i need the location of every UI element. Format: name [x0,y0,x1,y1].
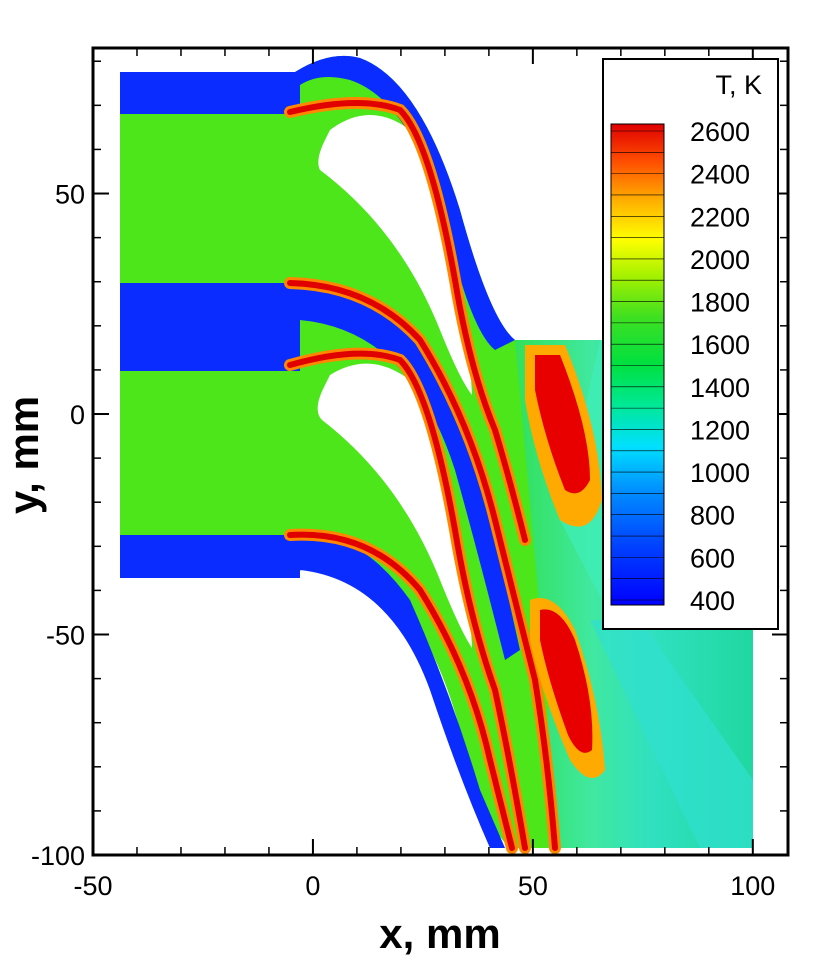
flame-sheet [287,99,528,543]
outlet-stripe [590,620,753,848]
colorbar [610,123,665,606]
x-tick-label: 0 [305,871,320,901]
colorbar-label: 2200 [690,202,750,232]
cold-layer [300,534,505,848]
colorbar-labels: 2600 2400 2200 2000 1800 1600 1400 1200 1000 800 6… [611,117,750,616]
colorbar-label: 2000 [690,245,750,275]
y-axis: 50 0 -50 -100 [31,60,788,871]
colorbar-label: 2600 [690,117,750,147]
flame-sheet [287,531,515,851]
colorbar-label: 2400 [690,160,750,190]
colorbar-label: 1800 [690,288,750,318]
colorbar-label: 600 [690,543,735,573]
plot-frame [91,46,790,857]
y-tick-label: 50 [55,180,85,210]
y-axis-title: y, mm [0,396,47,514]
cold-layer [300,283,520,660]
colorbar-legend: T, K 2600 2400 2200 2000 1800 1600 1400 1200 100… [602,58,779,630]
flame-sheet [287,350,528,851]
cold-stream-top [120,72,300,114]
colorbar-label: 1000 [690,458,750,488]
x-tick-label: -50 [73,871,112,901]
x-axis-title: x, mm [379,910,500,957]
y-tick-label: 0 [70,400,85,430]
colorbar-label: 1600 [690,330,750,360]
temperature-field [120,55,753,854]
x-tick-label: 50 [518,871,548,901]
hot-zone-lower-core [540,609,593,753]
colorbar-label: 1200 [690,415,750,445]
cold-stream-middle [120,283,300,371]
colorbar-label: 400 [690,586,735,616]
x-tick-label: 100 [730,871,775,901]
y-tick-label: -100 [31,841,85,871]
cold-stream-bottom [120,535,300,578]
flame-sheets [284,96,561,854]
colorbar-label: 1400 [690,373,750,403]
y-tick-label: -50 [46,621,85,651]
legend-title: T, K [715,70,762,100]
flame-sheet [287,280,558,851]
colorbar-label: 800 [690,501,735,531]
hot-zone-upper-core [535,355,590,494]
x-axis: -50 0 50 100 [73,48,775,901]
